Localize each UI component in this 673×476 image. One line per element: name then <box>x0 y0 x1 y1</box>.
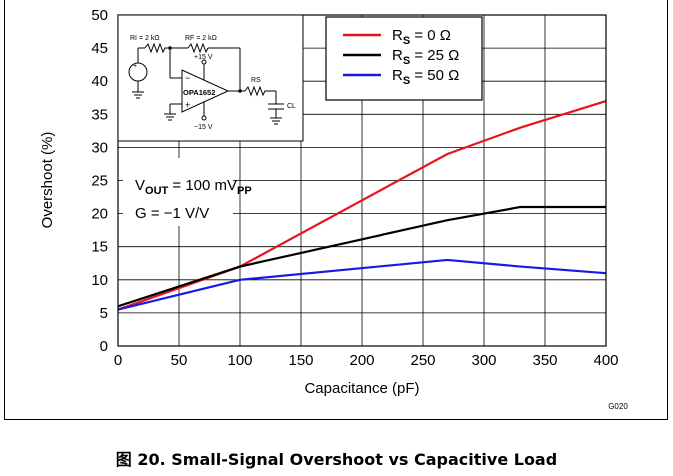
y-axis-label: Overshoot (%) <box>39 132 56 229</box>
x-tick-label: 200 <box>349 352 374 369</box>
x-tick-label: 0 <box>114 352 122 369</box>
annotation-vout: VOUT = 100 mVPP <box>135 177 252 197</box>
vpos-label: +15 V <box>194 54 213 61</box>
opamp-icon <box>181 69 230 113</box>
y-tick-label: 15 <box>91 239 108 256</box>
x-tick-label: 400 <box>593 352 618 369</box>
chart-frame <box>4 0 668 420</box>
rs-label: RS <box>251 77 261 84</box>
inverting-input-label: − <box>185 73 190 83</box>
y-tick-label: 10 <box>91 272 108 289</box>
legend-label-2: RS = 25 Ω <box>392 47 459 67</box>
y-tick-label: 40 <box>91 73 108 90</box>
y-tick-label: 5 <box>100 305 108 322</box>
legend-label-3: RS = 50 Ω <box>392 67 459 87</box>
vneg-label: −15 V <box>194 124 213 131</box>
y-tick-label: 35 <box>91 106 108 123</box>
rf-resistor-icon <box>187 42 209 54</box>
legend-box <box>325 16 483 101</box>
ri-label: RI = 2 kΩ <box>130 35 160 42</box>
y-tick-label: 30 <box>91 139 108 156</box>
annotation-gain: G = −1 V/V <box>135 205 209 222</box>
series-line-3 <box>117 258 607 311</box>
x-tick-label: 250 <box>410 352 435 369</box>
rf-label: RF = 2 kΩ <box>185 35 217 42</box>
source-plus: + <box>133 63 137 70</box>
x-tick-label: 100 <box>227 352 252 369</box>
figure-caption: 图 20. Small-Signal Overshoot vs Capaciti… <box>115 450 558 469</box>
figure-code: G020 <box>608 402 628 411</box>
legend-label-1: RS = 0 Ω <box>392 27 451 47</box>
y-tick-label: 45 <box>91 40 108 57</box>
rs-resistor-icon <box>244 85 276 97</box>
y-tick-label: 25 <box>91 173 108 190</box>
noninverting-input-label: + <box>185 100 190 110</box>
series-line-2 <box>117 205 606 308</box>
x-tick-label: 300 <box>471 352 496 369</box>
ri-resistor-icon <box>144 42 170 54</box>
inset-schematic: + RI = 2 kΩ RF = 2 kΩ +15 V −15 V OPA165… <box>117 14 304 142</box>
tick-labels: 0 50 100 150 200 250 300 350 400 0 5 10 15 20 25 30 35 40… <box>91 7 618 369</box>
cl-label: CL <box>287 103 296 110</box>
x-axis-label: Capacitance (pF) <box>304 380 419 397</box>
y-tick-label: 20 <box>91 206 108 223</box>
schematic-box <box>117 14 304 142</box>
opamp-label: OPA1652 <box>183 88 215 97</box>
x-tick-label: 350 <box>532 352 557 369</box>
overshoot-chart: 0 50 100 150 200 250 300 350 400 0 5 10 15 20 25 30 35 40… <box>39 7 628 411</box>
x-tick-label: 150 <box>288 352 313 369</box>
legend: RS = 0 ΩRS = 25 ΩRS = 50 Ω <box>325 16 483 101</box>
plot-border <box>117 14 607 347</box>
x-tick-label: 50 <box>171 352 188 369</box>
annotation-box <box>123 158 233 226</box>
y-tick-label: 50 <box>91 7 108 24</box>
y-tick-label: 0 <box>100 338 108 355</box>
series-lines <box>117 100 607 311</box>
conditions-annotation: VOUT = 100 mVPP G = −1 V/V <box>123 158 252 226</box>
